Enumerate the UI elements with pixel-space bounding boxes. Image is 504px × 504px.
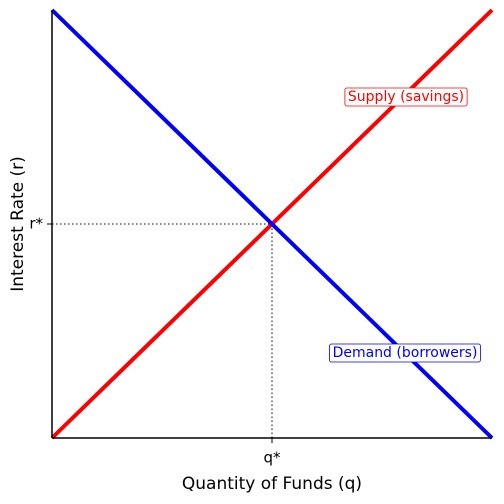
series-label: Supply (savings): [348, 89, 464, 105]
x-tick-label: q*: [263, 449, 281, 467]
y-axis-title: Interest Rate (r): [8, 156, 28, 292]
y-tick-label: r*: [29, 215, 43, 233]
label-box: [329, 343, 481, 363]
series-label: Demand (borrowers): [333, 345, 478, 361]
label-box: [344, 87, 468, 107]
x-axis-title: Quantity of Funds (q): [182, 474, 362, 494]
series-line: [50, 8, 494, 440]
